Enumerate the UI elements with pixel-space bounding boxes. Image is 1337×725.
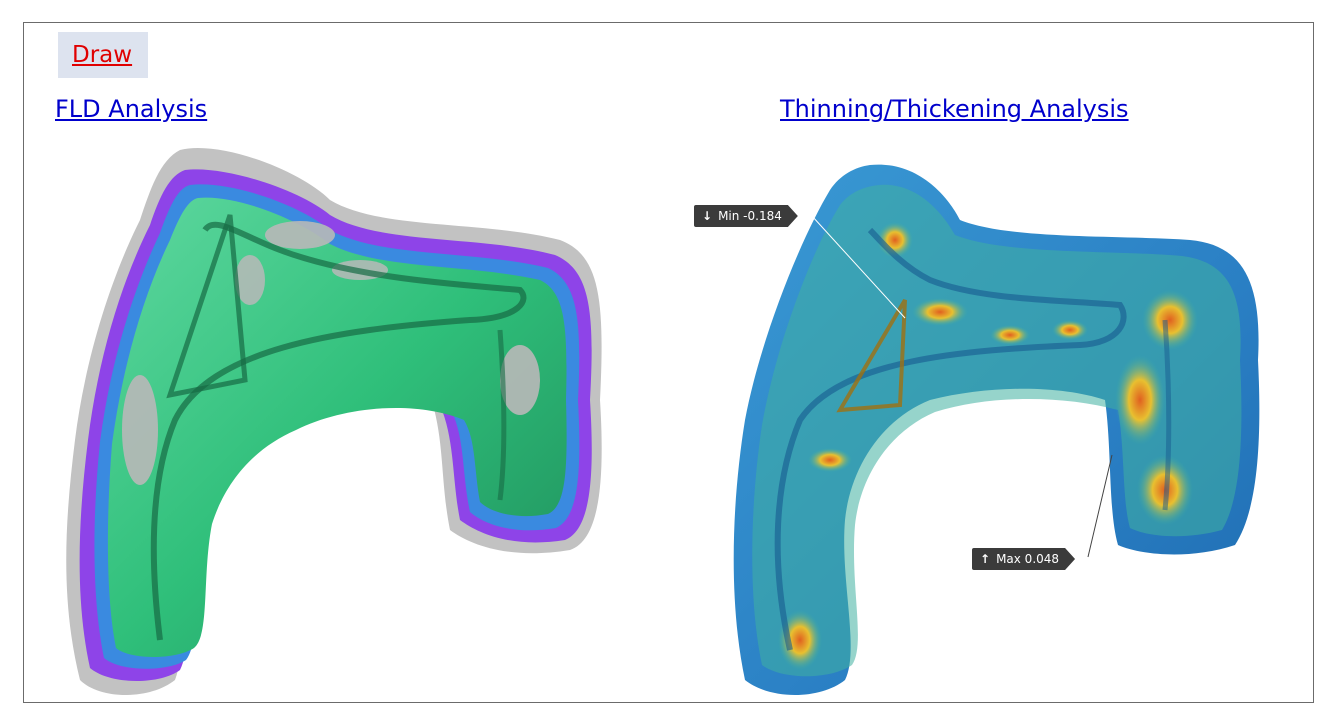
draw-tab[interactable] — [58, 32, 148, 78]
min-value-label: Min -0.184 — [718, 209, 782, 223]
thinning-part-outline — [733, 164, 1260, 695]
max-value-callout: ↑ Max 0.048 — [972, 548, 1075, 570]
draw-link[interactable]: Draw — [72, 42, 133, 68]
fld-part-outline — [66, 148, 602, 696]
max-value-label: Max 0.048 — [996, 552, 1060, 566]
content-frame — [23, 22, 1314, 703]
down-arrow-icon: ↓ — [702, 209, 713, 223]
fld-analysis-link[interactable]: FLD Analysis — [55, 95, 208, 123]
thinning-thickening-analysis-link[interactable]: Thinning/Thickening Analysis — [780, 95, 1129, 123]
min-value-callout: ↓ Min -0.184 — [694, 205, 798, 227]
up-arrow-icon: ↑ — [980, 552, 991, 566]
